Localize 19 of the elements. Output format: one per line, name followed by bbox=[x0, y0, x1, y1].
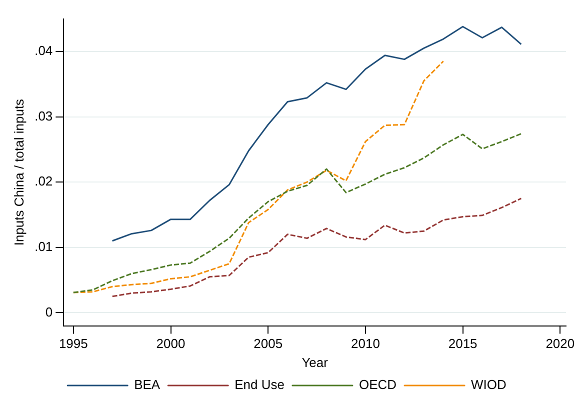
x-tick-label: 2005 bbox=[254, 336, 283, 352]
y-tick-label: .03 bbox=[34, 108, 53, 124]
x-tick-label: 2010 bbox=[350, 336, 380, 352]
x-tick-label: 2000 bbox=[156, 336, 186, 352]
line-series bbox=[112, 198, 522, 298]
legend-label: OECD bbox=[358, 377, 397, 392]
legend-label: WIOD bbox=[471, 377, 506, 392]
x-tick-label: 2020 bbox=[546, 336, 575, 352]
y-axis-title: Inputs China / total inputs bbox=[11, 98, 26, 246]
legend-label: End Use bbox=[234, 377, 284, 392]
x-tick-label: 1995 bbox=[58, 336, 88, 352]
y-tick-label: 0 bbox=[45, 304, 53, 320]
x-axis-title: Year bbox=[302, 354, 329, 370]
legend-label: BEA bbox=[134, 377, 160, 392]
y-tick-label: .04 bbox=[34, 43, 53, 58]
x-tick-label: 2015 bbox=[448, 336, 478, 352]
line-series bbox=[72, 133, 522, 294]
y-tick-label: .01 bbox=[34, 238, 53, 254]
y-tick-label: .02 bbox=[34, 174, 53, 189]
